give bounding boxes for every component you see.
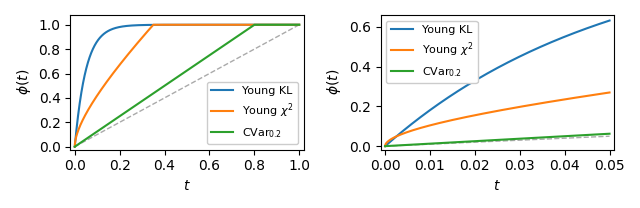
Legend: Young KL, Young $\chi^2$, CVar$_{0.2}$: Young KL, Young $\chi^2$, CVar$_{0.2}$ [207,82,298,144]
Y-axis label: $\phi(t)$: $\phi(t)$ [325,69,343,95]
X-axis label: $t$: $t$ [493,179,501,193]
Legend: Young KL, Young $\chi^2$, CVar$_{0.2}$: Young KL, Young $\chi^2$, CVar$_{0.2}$ [386,21,477,83]
X-axis label: $t$: $t$ [183,179,191,193]
Y-axis label: $\phi(t)$: $\phi(t)$ [15,69,33,95]
